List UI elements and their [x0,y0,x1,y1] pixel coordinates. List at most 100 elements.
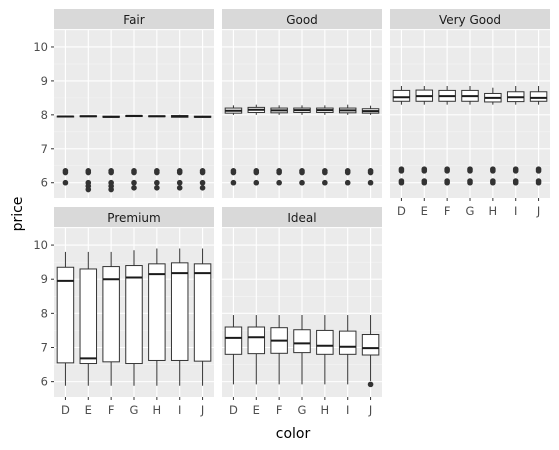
x-tick-label: D [397,204,406,218]
box-iqr [392,89,411,102]
outlier-point [276,168,282,174]
x-tick-label: I [346,403,349,417]
box-D [224,315,243,385]
box-D [392,86,411,186]
facet-panel-fair: Fair 6 7 8 9 10 [33,9,214,198]
box-iqr [247,326,266,355]
x-tick-label: F [108,403,115,417]
outlier-point [108,186,114,193]
x-tick-label: E [85,403,92,417]
box-iqr [56,266,75,364]
y-tick-label: 10 [33,40,48,54]
box-E [79,251,98,386]
box-iqr [529,91,548,102]
box-G [461,86,479,186]
y-tick-label: 9 [41,74,48,88]
box-J [361,315,380,388]
outlier-point [398,179,405,186]
box-H [148,115,166,191]
outlier-point [421,168,428,174]
facet-panel-very-good: Very Good D E F G H I J [390,9,550,218]
box-I [170,248,189,386]
outlier-point [467,168,473,174]
facet-panel-ideal: Ideal D E F G H I J [222,207,382,417]
box-H [316,315,334,385]
y-tick-label: 7 [41,340,48,354]
x-tick-label: G [466,204,475,218]
box-iqr [79,268,98,365]
x-tick-label: F [444,204,451,218]
outlier-point [199,179,206,186]
box-iqr [224,326,243,355]
facet-strip-label: Fair [123,13,144,27]
y-tick-label: 10 [33,238,48,252]
box-G [125,250,143,386]
box-F [270,315,288,385]
outlier-point [421,179,428,186]
x-tick-label: E [421,204,428,218]
box-iqr [293,329,311,354]
outlier-point [176,185,183,191]
x-tick-label: J [200,403,204,417]
outlier-point [467,179,473,186]
y-tick-label: 7 [41,142,48,156]
box-I [506,86,525,186]
x-tick-label: J [368,403,372,417]
x-axis-title: color [276,426,311,442]
box-iqr [193,263,212,362]
outlier-point [535,179,542,186]
outlier-point [131,185,137,191]
facet-strip-label: Very Good [439,13,501,27]
facet-strip [390,9,550,29]
box-F [102,251,120,386]
box-G [293,105,311,186]
box-J [193,115,212,191]
x-tick-label: E [253,403,260,417]
x-tick-label: G [130,403,139,417]
outlier-point [535,168,542,174]
facet-panel-premium: Premium 6 7 8 9 10 D E F G H I J [33,207,214,417]
outlier-point [230,168,237,174]
facet-strip-label: Premium [107,211,160,225]
outlier-point [367,179,374,186]
box-D [56,251,75,386]
outlier-point [398,168,405,174]
x-tick-label: J [536,204,540,218]
box-F [438,86,456,186]
box-H [148,248,166,386]
box-J [193,248,212,386]
box-F [270,105,288,186]
outlier-point [322,179,328,186]
y-tick-label: 9 [41,272,48,286]
outlier-point [85,168,92,174]
facet-strip-label: Ideal [287,211,316,225]
box-E [79,115,98,193]
box-H [316,105,334,186]
box-E [247,104,266,186]
x-tick-label: D [229,403,238,417]
outlier-point [444,168,450,174]
box-F [102,115,120,193]
y-tick-label: 6 [41,375,48,389]
x-tick-label: G [298,403,307,417]
box-D [56,115,75,186]
box-D [224,105,243,186]
outlier-point [230,179,237,186]
outlier-point [62,179,69,186]
box-iqr [361,334,380,356]
outlier-point [299,168,305,174]
outlier-point [176,179,183,186]
box-iqr [102,266,120,363]
outlier-point [176,168,183,174]
box-E [247,315,266,385]
box-iqr [148,263,166,361]
outlier-point [131,168,137,174]
outlier-point [154,185,160,191]
outlier-point [276,179,282,186]
x-tick-label: D [61,403,70,417]
outlier-point [131,179,137,186]
x-tick-label: I [514,204,517,218]
box-H [484,87,502,186]
y-tick-label: 8 [41,108,48,122]
